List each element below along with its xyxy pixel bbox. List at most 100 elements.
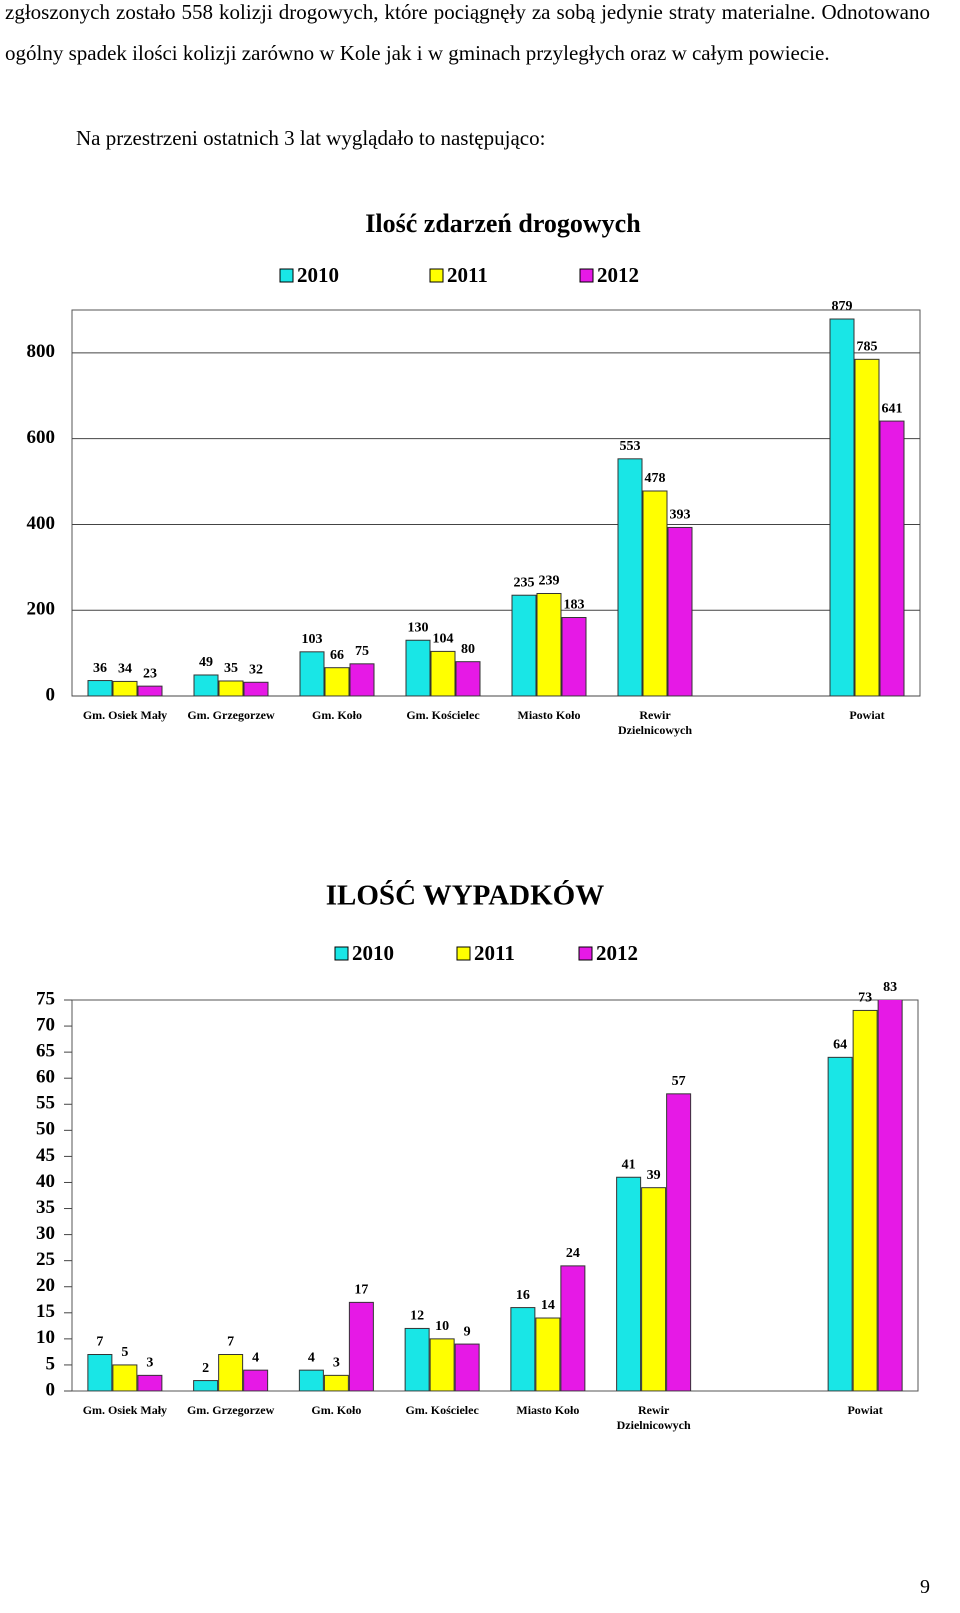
bar	[829, 318, 855, 696]
bar	[454, 1343, 480, 1391]
bar	[193, 674, 219, 696]
data-label: 235	[514, 575, 535, 590]
bar	[560, 1265, 586, 1391]
bar	[535, 1317, 561, 1391]
bar	[324, 667, 350, 696]
data-label: 785	[857, 340, 878, 355]
bar	[349, 663, 375, 696]
bar	[112, 1364, 138, 1391]
data-label: 239	[539, 574, 560, 589]
legend-label: 2011	[474, 941, 515, 965]
chart-title: ILOŚĆ WYPADKÓW	[326, 879, 605, 912]
bar	[561, 617, 587, 696]
bar	[852, 1009, 878, 1391]
data-label: 39	[647, 1168, 661, 1183]
bar	[218, 1354, 244, 1391]
y-tick-label: 60	[36, 1067, 55, 1088]
bar	[666, 1093, 692, 1391]
bar	[323, 1374, 349, 1391]
paragraph: zgłoszonych zostało 558 kolizji drogowyc…	[5, 0, 930, 65]
x-tick-label: Gm. Kościelec	[406, 708, 480, 722]
data-label: 66	[330, 648, 344, 663]
y-tick-label: 75	[36, 988, 55, 1009]
x-tick-label: Gm. Osiek Mały	[82, 708, 168, 722]
chart-title: Ilość zdarzeń drogowych	[365, 209, 641, 238]
data-label: 17	[354, 1283, 368, 1298]
bar	[510, 1307, 536, 1391]
y-tick-label: 70	[36, 1014, 55, 1035]
data-label: 34	[118, 662, 132, 677]
plot-area	[71, 999, 919, 1392]
x-tick-label: Miasto Koło	[516, 1403, 580, 1417]
bar	[137, 1374, 163, 1391]
y-tick-label: 35	[36, 1197, 55, 1218]
data-label: 49	[199, 655, 213, 670]
data-label: 12	[410, 1309, 424, 1324]
bar	[616, 1176, 642, 1391]
data-label: 130	[408, 620, 429, 635]
data-label: 4	[308, 1350, 315, 1365]
bar	[455, 661, 481, 696]
data-label: 24	[566, 1246, 580, 1261]
data-label: 36	[93, 661, 107, 676]
legend-label: 2011	[447, 263, 488, 287]
data-label: 32	[249, 662, 263, 677]
bar	[667, 526, 693, 696]
y-tick-label: 30	[36, 1223, 55, 1244]
y-tick-label: 200	[27, 599, 56, 620]
data-label: 478	[645, 471, 666, 486]
data-label: 80	[461, 642, 475, 657]
bar	[827, 1056, 853, 1391]
bar	[218, 680, 244, 696]
bar	[854, 358, 880, 696]
legend-swatch	[334, 946, 349, 961]
y-tick-label: 50	[36, 1119, 55, 1140]
x-tick-label: Gm. Koło	[312, 708, 362, 722]
data-label: 393	[670, 508, 691, 523]
x-tick-label: Gm. Kościelec	[405, 1403, 479, 1417]
data-label: 2	[202, 1361, 209, 1376]
legend-swatch	[456, 946, 471, 961]
bars	[87, 318, 905, 696]
bar	[877, 1000, 903, 1391]
data-label: 35	[224, 661, 238, 676]
y-tick-label: 10	[36, 1327, 55, 1348]
data-label: 73	[858, 991, 872, 1006]
bar	[405, 639, 431, 696]
data-label: 75	[355, 644, 369, 659]
y-tick-label: 40	[36, 1171, 55, 1192]
bar	[193, 1380, 219, 1391]
x-tick-label: Rewir Dzielnicowych	[616, 1403, 691, 1432]
bar	[298, 1369, 324, 1391]
plot-area	[71, 309, 921, 697]
bar	[617, 458, 643, 696]
bar	[430, 650, 456, 696]
y-tick-label: 25	[36, 1249, 55, 1270]
bar	[536, 592, 562, 696]
data-label: 104	[433, 632, 454, 647]
data-label: 23	[143, 666, 157, 681]
data-label: 83	[883, 980, 897, 995]
y-tick-label: 600	[27, 427, 56, 448]
y-tick-label: 0	[46, 684, 56, 705]
data-label: 7	[96, 1335, 103, 1350]
bar	[112, 680, 138, 696]
x-tick-label: Gm. Osiek Mały	[82, 1403, 168, 1417]
bar	[243, 681, 269, 696]
page-number: 9	[920, 1576, 930, 1598]
data-label: 3	[333, 1356, 340, 1371]
bar	[511, 594, 537, 696]
y-tick-label: 45	[36, 1145, 55, 1166]
legend-label: 2012	[596, 941, 638, 965]
data-label: 183	[564, 598, 585, 613]
bar	[87, 680, 113, 696]
y-tick-label: 400	[27, 513, 56, 534]
data-label: 9	[464, 1324, 471, 1339]
x-tick-label: Miasto Koło	[517, 708, 581, 722]
data-label: 7	[227, 1335, 234, 1350]
bar	[137, 685, 163, 696]
data-label: 5	[121, 1345, 128, 1360]
data-label: 41	[622, 1157, 636, 1172]
x-tick-label: Gm. Koło	[311, 1403, 362, 1417]
